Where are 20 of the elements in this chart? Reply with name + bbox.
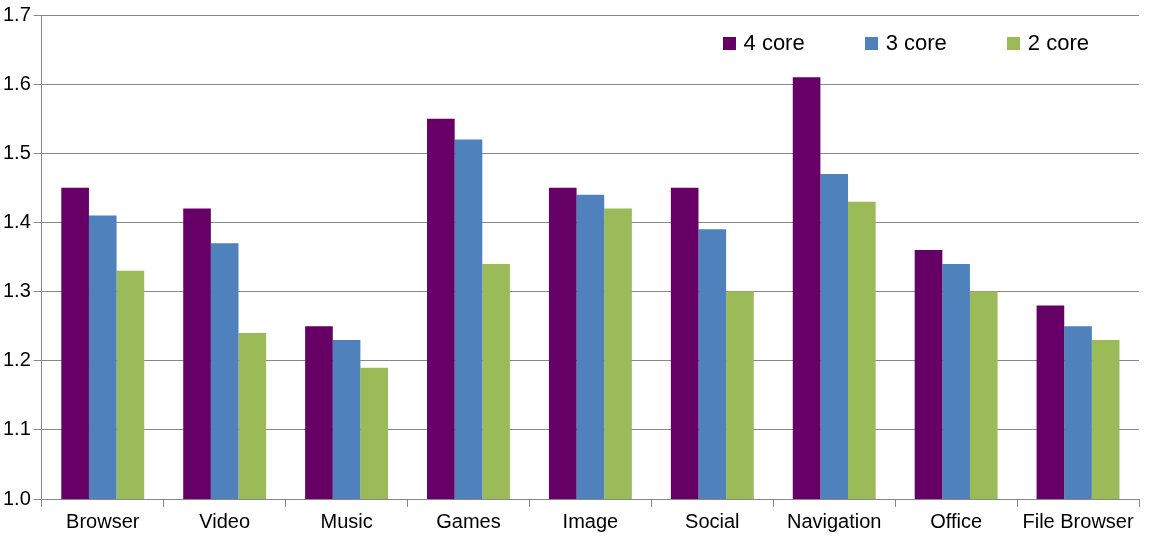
x-tick-label: Music [320,509,373,532]
legend-label: 3 core [885,30,947,56]
x-tick-label: Social [685,509,740,532]
x-tick-label: Browser [66,509,140,532]
y-tick-label: 1.0 [2,486,31,509]
y-tick-label: 1.6 [2,71,31,94]
y-tick-label: 1.1 [2,417,31,440]
x-tick-label: Navigation [786,509,882,532]
x-tick-label: Games [436,509,501,532]
x-tick-label: File Browser [1022,509,1134,532]
y-tick-label: 1.5 [2,140,31,163]
y-tick-label: 1.7 [2,2,31,25]
y-tick-label: 1.4 [2,209,31,232]
legend-label: 4 core [743,30,805,56]
legend-label: 2 core [1027,30,1089,56]
x-tick-label: Office [930,509,983,532]
y-tick-label: 1.2 [2,348,31,371]
y-tick-label: 1.3 [2,279,31,302]
x-tick-label: Image [562,509,619,532]
x-tick-label: Video [199,509,251,532]
